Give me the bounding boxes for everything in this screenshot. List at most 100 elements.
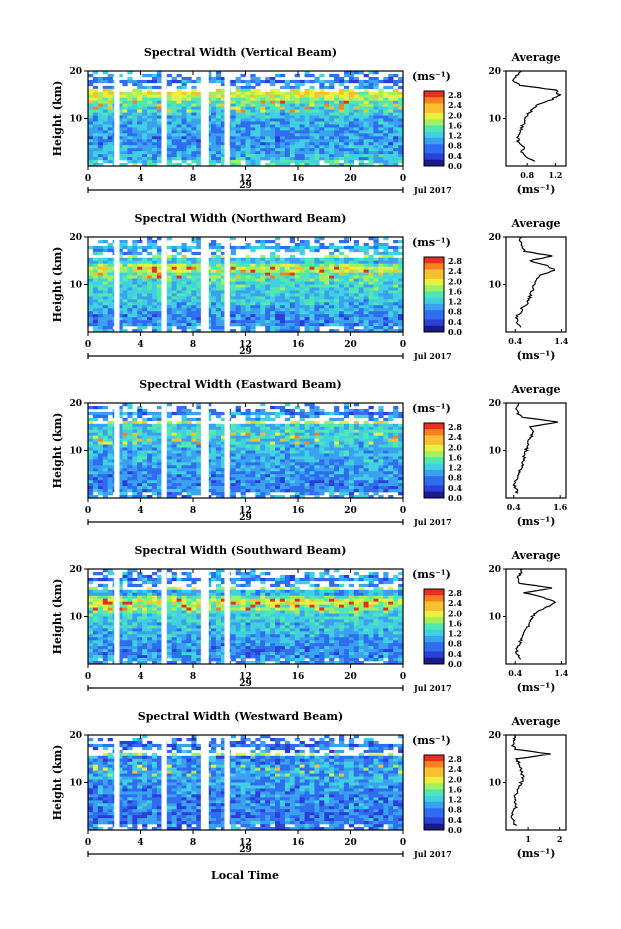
heatmap-cell bbox=[265, 154, 271, 158]
heatmap-cell bbox=[250, 429, 256, 433]
heatmap-cell bbox=[166, 151, 172, 155]
heatmap-cell bbox=[324, 423, 330, 428]
heatmap-cell bbox=[339, 287, 345, 291]
heatmap-cell bbox=[314, 299, 320, 303]
heatmap-cell bbox=[245, 323, 251, 327]
heatmap-cell bbox=[324, 453, 330, 457]
heatmap-cell bbox=[314, 447, 320, 451]
heatmap-cell bbox=[230, 296, 236, 300]
heatmap-cell bbox=[102, 317, 108, 321]
heatmap-cell bbox=[324, 257, 330, 262]
heatmap-cell bbox=[388, 145, 394, 149]
heatmap-cell bbox=[147, 269, 153, 273]
heatmap-cell bbox=[147, 85, 153, 90]
heatmap-cell bbox=[309, 420, 315, 425]
heatmap-cell bbox=[373, 112, 379, 116]
heatmap-cell bbox=[398, 118, 403, 122]
heatmap-cell bbox=[304, 308, 310, 312]
heatmap-cell bbox=[166, 139, 172, 143]
heatmap-cell bbox=[181, 257, 187, 262]
heatmap-cell bbox=[294, 308, 300, 312]
heatmap-cell bbox=[255, 245, 261, 250]
heatmap-cell bbox=[294, 411, 300, 416]
heatmap-cell bbox=[275, 269, 281, 273]
heatmap-cell bbox=[166, 121, 172, 125]
heatmap-cell bbox=[358, 82, 364, 87]
heatmap-cell bbox=[107, 88, 113, 93]
heatmap-cell bbox=[279, 73, 286, 78]
heatmap-cell bbox=[255, 317, 261, 321]
heatmap-cell bbox=[270, 160, 276, 164]
heatmap-cell bbox=[324, 468, 330, 472]
heatmap-cell bbox=[319, 462, 325, 466]
heatmap-cell bbox=[289, 133, 296, 137]
heatmap-cell bbox=[260, 100, 266, 104]
heatmap-cell bbox=[196, 160, 202, 164]
heatmap-cell bbox=[171, 91, 177, 96]
heatmap-cell bbox=[181, 423, 187, 428]
heatmap-cell bbox=[260, 459, 266, 463]
heatmap-cell bbox=[353, 94, 359, 99]
heatmap-cell bbox=[132, 245, 138, 250]
heatmap-cell bbox=[314, 139, 320, 143]
heatmap-cell bbox=[398, 151, 403, 155]
heatmap-cell bbox=[265, 136, 271, 140]
heatmap-cell bbox=[373, 329, 379, 332]
heatmap-cell bbox=[294, 245, 300, 250]
colorbar-frame bbox=[423, 90, 445, 167]
heatmap-cell bbox=[240, 94, 246, 99]
heatmap-cell bbox=[117, 136, 123, 140]
heatmap-cell bbox=[147, 459, 153, 463]
heatmap-cell bbox=[383, 329, 389, 332]
heatmap-cell bbox=[211, 103, 217, 107]
heatmap-cell bbox=[142, 299, 148, 303]
heatmap-cell bbox=[240, 73, 246, 78]
heatmap-cell bbox=[176, 453, 182, 457]
heatmap-cell bbox=[270, 320, 276, 324]
heatmap-cell bbox=[240, 272, 246, 276]
colorbar-swatch bbox=[424, 125, 444, 129]
heatmap-cell bbox=[151, 136, 158, 140]
heatmap-cell bbox=[255, 411, 261, 416]
heatmap-cell bbox=[329, 468, 335, 472]
heatmap-cell bbox=[353, 133, 359, 137]
heatmap-cell bbox=[196, 251, 202, 256]
heatmap-cell bbox=[235, 91, 241, 96]
heatmap-cell bbox=[260, 287, 266, 291]
heatmap-cell bbox=[127, 284, 133, 288]
heatmap-cell bbox=[171, 260, 177, 265]
heatmap-cell bbox=[137, 139, 143, 143]
heatmap-cell bbox=[255, 269, 261, 273]
heatmap-cell bbox=[117, 127, 123, 131]
heatmap-cell bbox=[299, 121, 305, 125]
heatmap-cell bbox=[137, 411, 143, 416]
heatmap-cell bbox=[348, 163, 355, 166]
heatmap-cell bbox=[373, 420, 379, 425]
heatmap-cell bbox=[309, 426, 315, 431]
heatmap-cell bbox=[137, 133, 143, 137]
heatmap-cell bbox=[353, 314, 359, 318]
heatmap-cell bbox=[265, 320, 271, 324]
heatmap-cell bbox=[348, 423, 355, 428]
heatmap-cell bbox=[275, 130, 281, 134]
heatmap-cell bbox=[289, 281, 296, 285]
heatmap-cell bbox=[363, 97, 369, 101]
heatmap-cell bbox=[309, 308, 315, 312]
heatmap-cell bbox=[191, 320, 197, 324]
heatmap-cell bbox=[348, 106, 355, 110]
heatmap-cell bbox=[240, 91, 246, 96]
heatmap-cell bbox=[147, 429, 153, 433]
heatmap-cell bbox=[107, 329, 113, 332]
heatmap-cell bbox=[388, 130, 394, 134]
heatmap-cell bbox=[309, 293, 315, 297]
heatmap-cell bbox=[147, 275, 153, 279]
heatmap-cell bbox=[265, 151, 271, 155]
heatmap-cell bbox=[142, 411, 148, 416]
heatmap-cell bbox=[388, 124, 394, 128]
heatmap-cell bbox=[309, 106, 315, 110]
heatmap-cell bbox=[245, 242, 251, 247]
heatmap-cell bbox=[156, 127, 163, 131]
heatmap-cell bbox=[215, 296, 222, 300]
heatmap-cell bbox=[235, 281, 241, 285]
heatmap-cell bbox=[137, 420, 143, 425]
